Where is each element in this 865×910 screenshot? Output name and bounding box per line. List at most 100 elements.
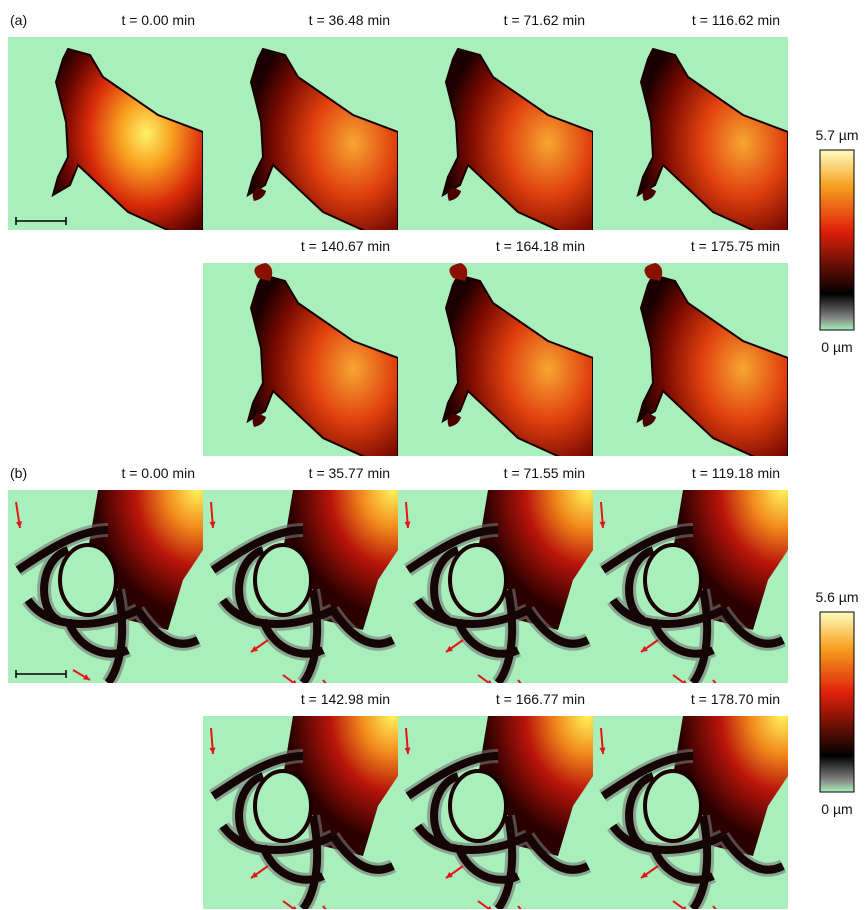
arrow-head — [715, 683, 721, 690]
ruffle — [254, 263, 273, 281]
arrow-head — [251, 871, 258, 878]
frame-image — [8, 37, 203, 230]
time-label: t = 142.98 min — [301, 691, 390, 707]
arrow — [282, 674, 296, 683]
network — [405, 526, 590, 683]
arrow-head — [292, 905, 297, 909]
arrow-head — [404, 521, 411, 528]
ruffle — [644, 263, 663, 281]
arrow-head — [292, 679, 297, 683]
cell — [441, 47, 593, 230]
cell — [283, 716, 398, 856]
network — [210, 526, 395, 683]
arrow-head — [641, 871, 648, 878]
arrow-head — [487, 679, 492, 683]
time-label: t = 166.77 min — [496, 691, 585, 707]
arrow — [712, 679, 717, 683]
frame-image — [203, 490, 398, 690]
arrow-head — [682, 905, 687, 909]
arrow-head — [446, 645, 453, 652]
cell — [246, 273, 398, 456]
hole — [448, 543, 508, 617]
cell — [246, 47, 398, 230]
time-label: t = 35.77 min — [309, 465, 390, 481]
frame-image — [203, 37, 398, 230]
frame-image — [398, 490, 593, 690]
arrow-head — [251, 645, 258, 652]
hole — [58, 543, 118, 617]
arrow — [517, 679, 522, 683]
protrusion — [252, 413, 266, 427]
time-label: t = 116.62 min — [692, 12, 780, 28]
time-label: t = 164.18 min — [496, 238, 585, 254]
protrusion — [642, 187, 656, 201]
frame-image — [398, 263, 593, 456]
cell — [478, 716, 593, 856]
arrow — [322, 679, 327, 683]
cell — [441, 273, 593, 456]
arrow-head — [404, 747, 411, 754]
protrusion — [642, 413, 656, 427]
arrow — [282, 900, 296, 909]
colorbar-max: 5.6 µm — [815, 589, 858, 605]
time-label: t = 36.48 min — [309, 12, 390, 28]
time-label: t = 71.62 min — [504, 12, 585, 28]
time-label: t = 175.75 min — [691, 238, 780, 254]
arrow — [712, 905, 717, 909]
arrow-head — [599, 521, 606, 528]
arrow-head — [641, 645, 648, 652]
network — [15, 526, 200, 683]
time-label: t = 0.00 min — [121, 465, 195, 481]
arrow — [672, 900, 686, 909]
time-label: t = 71.55 min — [504, 465, 585, 481]
colorbar — [819, 149, 855, 331]
cell — [51, 47, 203, 230]
colorbar — [819, 611, 855, 793]
cell — [636, 273, 788, 456]
network — [405, 752, 590, 909]
arrow-head — [209, 521, 216, 528]
colorbar-max: 5.7 µm — [815, 127, 858, 143]
hole — [448, 769, 508, 843]
network — [600, 526, 785, 683]
cell — [478, 490, 593, 630]
time-label: t = 178.70 min — [691, 691, 780, 707]
arrow-head — [446, 871, 453, 878]
panel-label: (b) — [10, 465, 27, 481]
hole — [253, 769, 313, 843]
network — [600, 752, 785, 909]
frame-image — [398, 716, 593, 909]
arrow — [322, 905, 327, 909]
hole — [643, 769, 703, 843]
cell — [673, 490, 788, 630]
scale-bar — [15, 670, 67, 678]
protrusion — [447, 413, 461, 427]
network — [210, 752, 395, 909]
frame-image — [203, 716, 398, 909]
arrow — [477, 900, 491, 909]
arrow-head — [83, 674, 90, 680]
hole — [253, 543, 313, 617]
arrow-head — [209, 747, 216, 754]
time-label: t = 0.00 min — [121, 12, 195, 28]
frame-image — [593, 716, 788, 909]
cell — [636, 47, 788, 230]
hole — [643, 543, 703, 617]
protrusion — [447, 187, 461, 201]
colorbar-min: 0 µm — [821, 339, 852, 355]
frame-image — [593, 37, 788, 230]
frame-image — [593, 263, 788, 456]
frame-image — [203, 263, 398, 456]
cell — [673, 716, 788, 856]
time-label: t = 119.18 min — [692, 465, 780, 481]
scale-bar — [15, 217, 67, 225]
arrow-head — [520, 683, 526, 690]
arrow — [477, 674, 491, 683]
time-label: t = 140.67 min — [301, 238, 390, 254]
frame-image — [593, 490, 788, 690]
arrow-head — [325, 683, 331, 690]
cell — [283, 490, 398, 630]
arrow-head — [487, 905, 492, 909]
frame-image — [8, 490, 203, 683]
